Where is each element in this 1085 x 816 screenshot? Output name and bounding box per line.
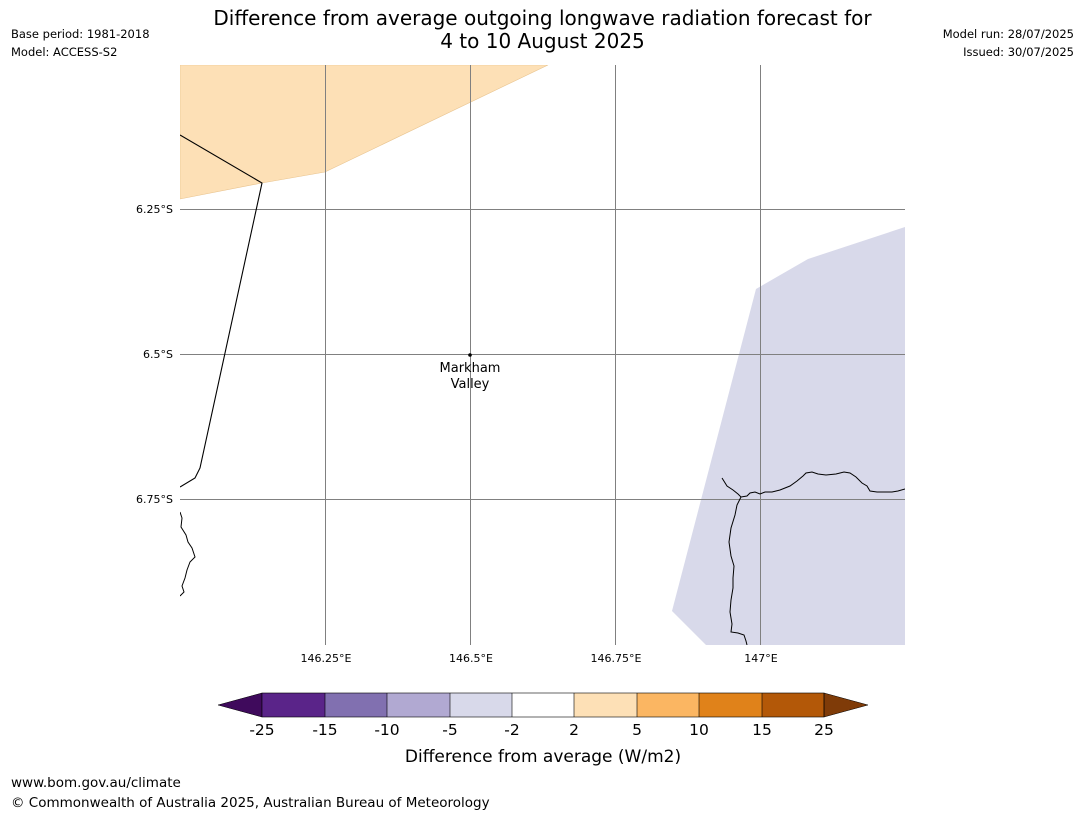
colorbar-extend-high [823,692,869,718]
negative-anomaly-region [672,227,905,645]
issued-text: Issued: 30/07/2025 [963,45,1074,59]
chart-title: Difference from average outgoing longwav… [0,7,1085,53]
colorbar-bin-4 [450,693,512,717]
colorbar-bin-1 [262,693,325,717]
colorbar-ticks: -25 -15 -10 -5 -2 2 5 10 15 25 [249,721,834,739]
colorbar [217,692,869,718]
lat-label-2: 6.5°S [143,348,173,361]
gridlines [180,65,905,645]
colorbar-bin-7 [637,693,699,717]
base-info: Base period: 1981-2018 Model: ACCESS-S2 [11,25,150,61]
coastline-west [180,511,196,597]
colorbar-label: Difference from average (W/m2) [405,747,681,767]
colorbar-bin-3 [387,693,450,717]
lon-label-3: 146.75°E [591,652,642,665]
colorbar-bin-6 [574,693,637,717]
place-label-line-2: Valley [451,377,490,392]
colorbar-extend-low [217,692,263,718]
run-info: Model run: 28/07/2025 Issued: 30/07/2025 [943,25,1074,61]
colorbar-tick-10: 25 [814,721,834,739]
model-text: Model: ACCESS-S2 [11,45,118,59]
colorbar-tick-1: -25 [249,721,274,739]
colorbar-dividers [324,693,763,717]
lat-label-1: 6.25°S [136,203,173,216]
lon-label-4: 147°E [744,652,777,665]
model-run-text: Model run: 28/07/2025 [942,27,1074,41]
colorbar-tick-9: 15 [752,721,772,739]
colorbar-tick-5: -2 [504,721,519,739]
footer-website[interactable]: www.bom.gov.au/climate [11,775,181,791]
colorbar-tick-6: 2 [569,721,579,739]
footer-copyright: © Commonwealth of Australia 2025, Austra… [11,795,490,811]
colorbar-outline [261,692,825,718]
map-area [180,65,905,645]
border-line [180,134,263,488]
colorbar-bin-5 [512,693,574,717]
coastline-east [721,471,905,498]
place-label-line-1: Markham [440,361,501,376]
colorbar-tick-4: -5 [442,721,457,739]
colorbar-tick-2: -15 [312,721,337,739]
lat-label-3: 6.75°S [136,493,173,506]
lon-label-2: 146.5°E [449,652,493,665]
colorbar-tick-8: 10 [689,721,709,739]
title-line-1: Difference from average outgoing longwav… [213,6,872,30]
colorbar-bin-8 [699,693,762,717]
base-period-text: Base period: 1981-2018 [11,27,150,41]
colorbar-bin-2 [325,693,387,717]
markham-valley-marker [468,353,472,357]
colorbar-bin-9 [762,693,824,717]
river-line [728,496,748,645]
positive-anomaly-region [180,65,549,200]
colorbar-tick-7: 5 [632,721,642,739]
lon-label-1: 146.25°E [301,652,352,665]
colorbar-tick-3: -10 [374,721,399,739]
title-line-2: 4 to 10 August 2025 [440,29,645,53]
